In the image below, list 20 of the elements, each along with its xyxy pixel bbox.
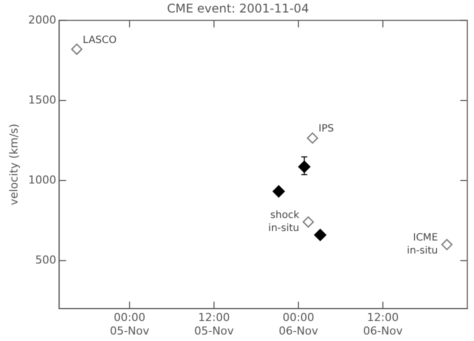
annotation: LASCO: [82, 34, 117, 46]
annotation: IPS: [318, 124, 334, 135]
y-tick-label: 1500: [28, 93, 56, 106]
x-tick-label: 00:00 05-Nov: [110, 311, 150, 338]
y-axis-title: velocity (km/s): [7, 124, 20, 206]
point: [302, 216, 314, 228]
point: [272, 185, 285, 198]
y-tick-label: 2000: [28, 13, 56, 26]
x-tick-label: 12:00 05-Nov: [194, 311, 234, 338]
point: [441, 238, 452, 250]
chart-title: CME event: 2001-11-04: [167, 1, 309, 16]
x-tick-label: 00:00 06-Nov: [278, 311, 319, 338]
point: [71, 44, 82, 55]
x-tick-label: 12:00 06-Nov: [363, 311, 404, 338]
point: [314, 228, 326, 242]
y-tick-label: 1000: [28, 173, 56, 186]
point: [306, 132, 318, 144]
annotation: ICME in-situ: [406, 232, 438, 257]
y-tick-label: 500: [35, 253, 56, 266]
annotation: shock in-situ: [268, 210, 300, 234]
